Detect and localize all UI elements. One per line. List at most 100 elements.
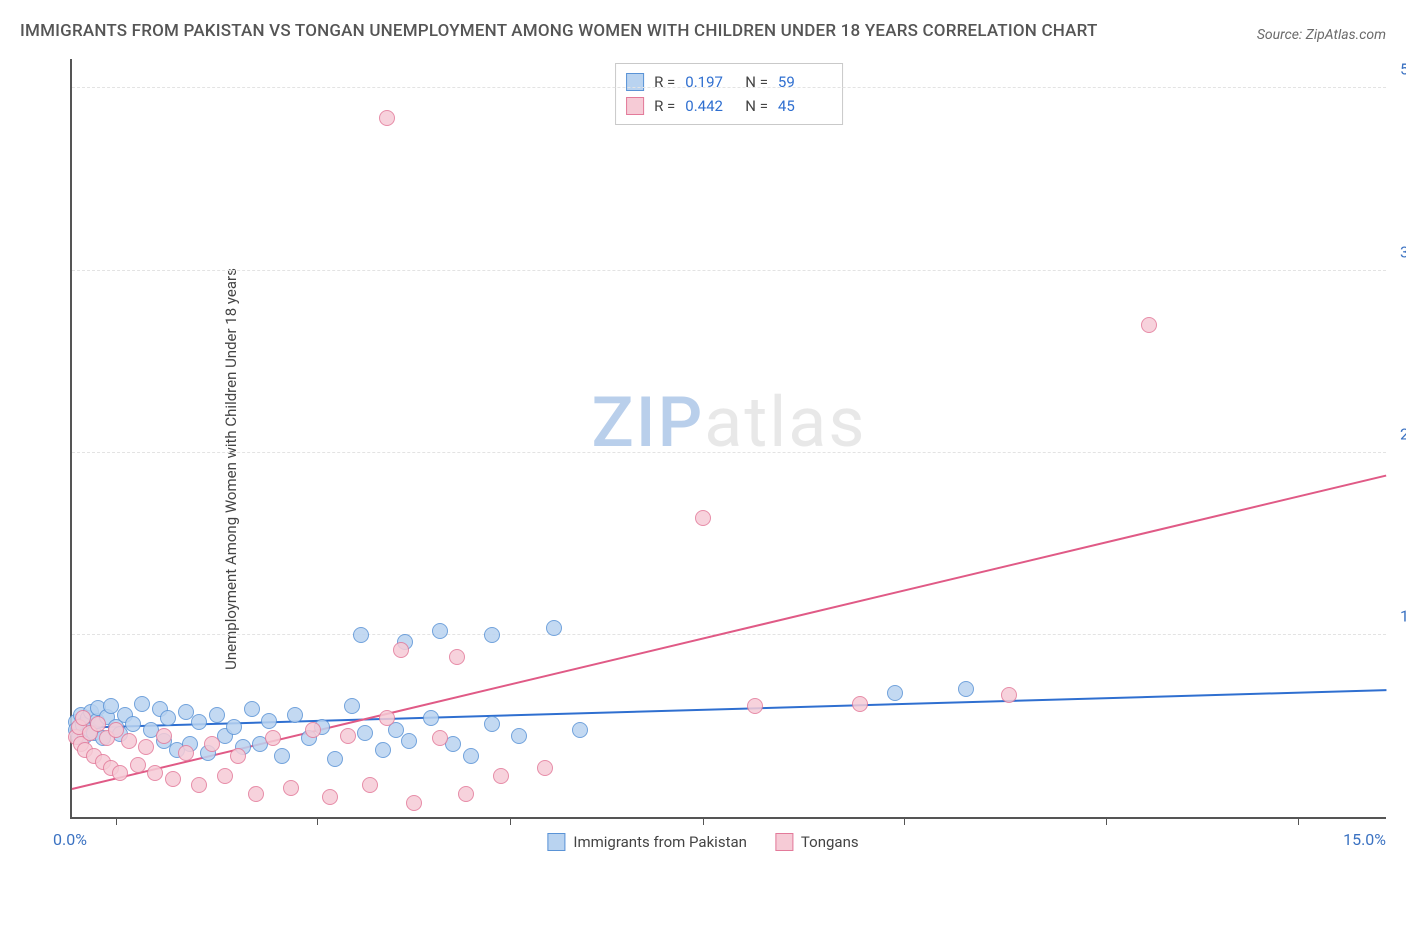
- data-point-pakistan: [401, 733, 417, 749]
- stats-n-value: 45: [778, 94, 828, 118]
- data-point-tongans: [493, 768, 509, 784]
- data-point-pakistan: [274, 748, 290, 764]
- x-tick: [1298, 817, 1299, 825]
- y-tick-label: 37.5%: [1390, 242, 1406, 261]
- data-point-pakistan: [344, 698, 360, 714]
- data-point-tongans: [204, 736, 220, 752]
- data-point-tongans: [283, 780, 299, 796]
- data-point-tongans: [147, 765, 163, 781]
- legend-bottom: Immigrants from Pakistan Tongans: [547, 833, 858, 851]
- data-point-tongans: [695, 510, 711, 526]
- data-point-tongans: [393, 642, 409, 658]
- data-point-pakistan: [423, 710, 439, 726]
- stats-n-value: 59: [778, 70, 828, 94]
- data-point-tongans: [432, 730, 448, 746]
- data-point-tongans: [156, 728, 172, 744]
- stats-n-label: N =: [745, 94, 768, 118]
- stats-r-value: 0.197: [685, 70, 735, 94]
- data-point-pakistan: [958, 681, 974, 697]
- data-point-tongans: [108, 722, 124, 738]
- data-point-tongans: [230, 748, 246, 764]
- gridline: [72, 270, 1386, 271]
- data-point-tongans: [322, 789, 338, 805]
- data-point-tongans: [90, 716, 106, 732]
- data-point-pakistan: [191, 714, 207, 730]
- data-point-pakistan: [125, 716, 141, 732]
- legend-item-pakistan: Immigrants from Pakistan: [547, 833, 747, 851]
- data-point-pakistan: [375, 742, 391, 758]
- data-point-tongans: [112, 765, 128, 781]
- gridline: [72, 87, 1386, 88]
- data-point-tongans: [305, 722, 321, 738]
- data-point-pakistan: [546, 620, 562, 636]
- data-point-tongans: [379, 110, 395, 126]
- x-tick: [703, 817, 704, 825]
- plot-area: ZIPatlas R =0.197N =59R =0.442N =45 12.5…: [70, 59, 1386, 819]
- data-point-pakistan: [432, 623, 448, 639]
- legend-label: Immigrants from Pakistan: [573, 833, 747, 851]
- stats-swatch: [626, 97, 644, 115]
- data-point-pakistan: [244, 701, 260, 717]
- data-point-tongans: [362, 777, 378, 793]
- data-point-pakistan: [287, 707, 303, 723]
- data-point-tongans: [265, 730, 281, 746]
- data-point-pakistan: [357, 725, 373, 741]
- x-tick: [1106, 817, 1107, 825]
- stats-swatch: [626, 73, 644, 91]
- data-point-pakistan: [134, 696, 150, 712]
- stats-r-value: 0.442: [685, 94, 735, 118]
- data-point-pakistan: [572, 722, 588, 738]
- legend-item-tongans: Tongans: [775, 833, 859, 851]
- data-point-pakistan: [511, 728, 527, 744]
- data-point-pakistan: [463, 748, 479, 764]
- stats-r-label: R =: [654, 70, 675, 94]
- x-tick: [510, 817, 511, 825]
- stats-box: R = 0.197 N = 59 R = 0.442 N = 45: [615, 63, 843, 125]
- data-point-tongans: [340, 728, 356, 744]
- gridline: [72, 452, 1386, 453]
- data-point-tongans: [191, 777, 207, 793]
- x-origin-label: 0.0%: [53, 830, 87, 849]
- scatter-chart: Unemployment Among Women with Children U…: [20, 59, 1386, 879]
- gridline: [72, 634, 1386, 635]
- stats-r-label: R =: [654, 94, 675, 118]
- data-point-tongans: [217, 768, 233, 784]
- y-tick-label: 50.0%: [1390, 60, 1406, 79]
- data-point-tongans: [130, 757, 146, 773]
- data-point-pakistan: [226, 719, 242, 735]
- data-point-pakistan: [484, 716, 500, 732]
- data-point-pakistan: [353, 627, 369, 643]
- legend-label: Tongans: [801, 833, 859, 851]
- data-point-tongans: [121, 733, 137, 749]
- data-point-tongans: [747, 698, 763, 714]
- x-tick: [116, 817, 117, 825]
- data-point-tongans: [379, 710, 395, 726]
- data-point-pakistan: [261, 713, 277, 729]
- y-tick-label: 25.0%: [1390, 424, 1406, 443]
- data-point-tongans: [178, 745, 194, 761]
- data-point-tongans: [1141, 317, 1157, 333]
- data-point-tongans: [248, 786, 264, 802]
- stats-row: R = 0.442 N = 45: [626, 94, 828, 118]
- legend-swatch: [547, 833, 565, 851]
- data-point-tongans: [449, 649, 465, 665]
- x-max-label: 15.0%: [1343, 830, 1386, 849]
- data-point-pakistan: [160, 710, 176, 726]
- data-point-tongans: [138, 739, 154, 755]
- data-point-pakistan: [209, 707, 225, 723]
- data-point-pakistan: [327, 751, 343, 767]
- data-point-tongans: [165, 771, 181, 787]
- data-point-tongans: [458, 786, 474, 802]
- data-point-tongans: [406, 795, 422, 811]
- stats-row: R = 0.197 N = 59: [626, 70, 828, 94]
- stats-n-label: N =: [745, 70, 768, 94]
- data-point-pakistan: [484, 627, 500, 643]
- header-row: IMMIGRANTS FROM PAKISTAN VS TONGAN UNEMP…: [20, 18, 1386, 45]
- data-point-tongans: [852, 696, 868, 712]
- data-point-pakistan: [887, 685, 903, 701]
- x-tick: [317, 817, 318, 825]
- x-tick: [904, 817, 905, 825]
- data-point-tongans: [1001, 687, 1017, 703]
- source-label: Source: ZipAtlas.com: [1257, 27, 1386, 45]
- y-tick-label: 12.5%: [1390, 606, 1406, 625]
